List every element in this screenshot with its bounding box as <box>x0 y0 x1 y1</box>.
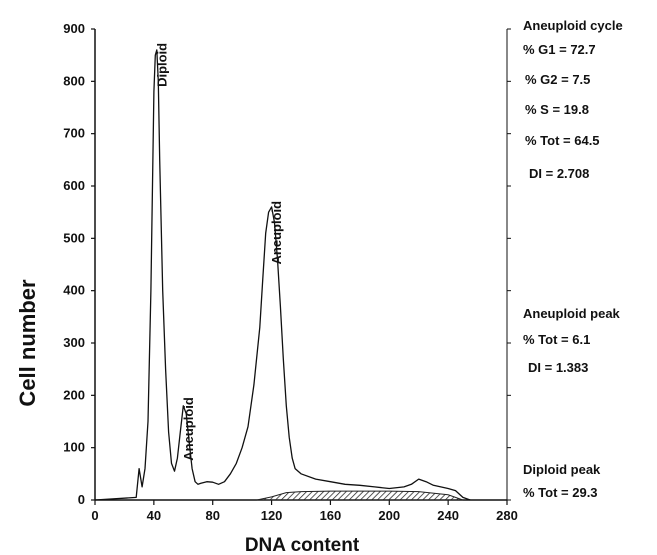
peak-annotation: Aneuploid <box>181 397 196 461</box>
y-tick-label: 100 <box>63 440 85 455</box>
aneuploid-peak-stats-line: DI = 1.383 <box>528 360 588 375</box>
peak-annotation: Aneuploid <box>269 201 284 265</box>
aneuploid-cycle-stats-line: Aneuploid cycle <box>523 18 623 33</box>
y-tick-label: 0 <box>78 492 85 507</box>
aneuploid-cycle-stats-line: DI = 2.708 <box>529 166 589 181</box>
x-tick-label: 240 <box>437 508 459 523</box>
x-axis-title: DNA content <box>245 535 360 555</box>
y-tick-label: 800 <box>63 73 85 88</box>
y-tick-label: 700 <box>63 126 85 141</box>
y-tick-label: 900 <box>63 21 85 36</box>
diploid-peak-stats-line: % Tot = 29.3 <box>523 485 598 500</box>
x-tick-label: 80 <box>205 508 219 523</box>
aneuploid-peak-stats-line: Aneuploid peak <box>523 306 621 321</box>
aneuploid-peak-stats-line: % Tot = 6.1 <box>523 332 590 347</box>
x-tick-label: 280 <box>496 508 518 523</box>
x-tick-label: 40 <box>147 508 161 523</box>
y-tick-label: 200 <box>63 387 85 402</box>
x-tick-label: 200 <box>378 508 400 523</box>
aneuploid-cycle-stats-line: % G2 = 7.5 <box>525 72 590 87</box>
aneuploid-cycle-stats-line: % G1 = 72.7 <box>523 42 596 57</box>
x-tick-label: 120 <box>261 508 283 523</box>
aneuploid-cycle-stats-line: % Tot = 64.5 <box>525 133 600 148</box>
diploid-peak-shaded-region <box>256 490 464 501</box>
x-tick-label: 0 <box>91 508 98 523</box>
y-tick-label: 300 <box>63 335 85 350</box>
histogram-line <box>94 49 471 501</box>
diploid-peak-stats-line: Diploid peak <box>523 462 601 477</box>
peak-annotation: Diploid <box>154 43 169 87</box>
x-tick-label: 160 <box>320 508 342 523</box>
y-tick-label: 600 <box>63 178 85 193</box>
y-axis-title: Cell number <box>15 279 40 407</box>
y-tick-label: 500 <box>63 230 85 245</box>
plot-area: 0 100 200 300 400 500 600 700 800 900 0 40 80 120 160 2… <box>63 18 622 523</box>
aneuploid-cycle-stats-line: % S = 19.8 <box>525 102 589 117</box>
y-tick-label: 400 <box>63 283 85 298</box>
